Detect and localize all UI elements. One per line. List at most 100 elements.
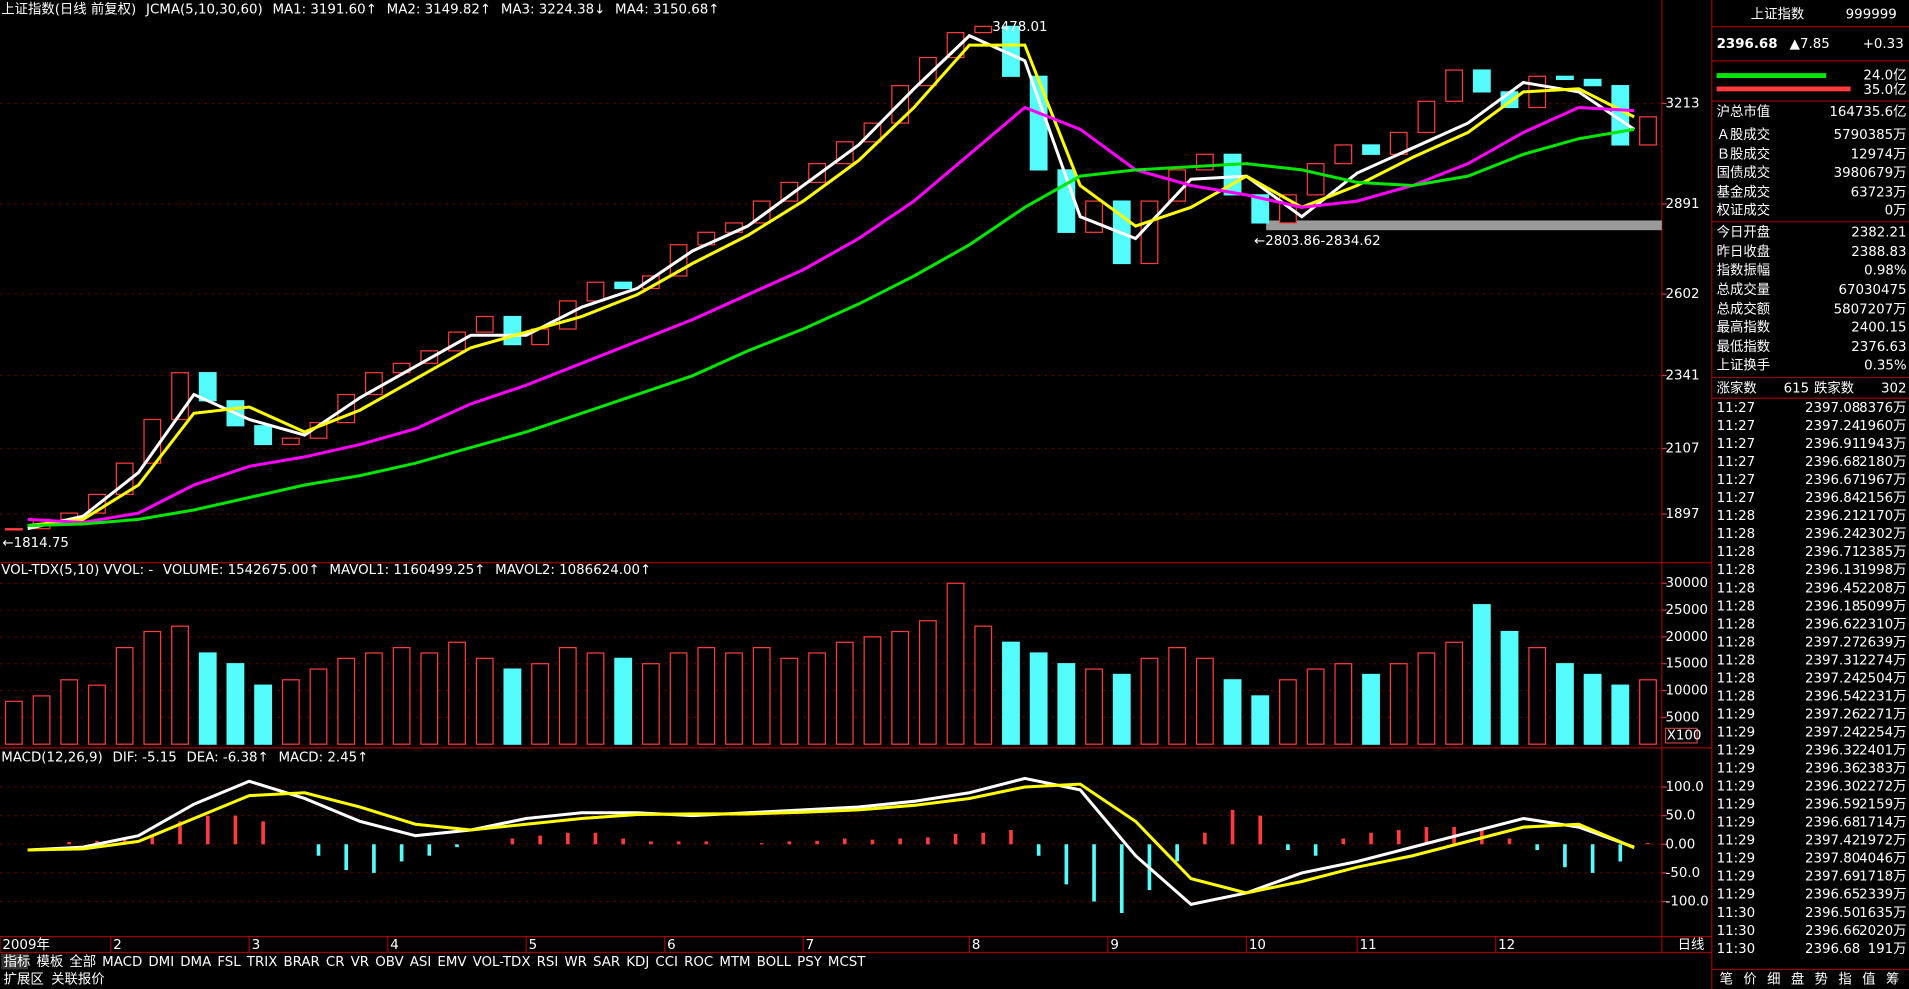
stat-label: 最低指数 bbox=[1717, 339, 1771, 355]
volume-bar bbox=[1611, 684, 1630, 745]
indicator-tab[interactable]: 全部 bbox=[69, 953, 96, 970]
x-tick-label: 12 bbox=[1498, 938, 1515, 953]
candle-body bbox=[1555, 75, 1574, 81]
indicator-tab[interactable]: 模板 bbox=[36, 954, 63, 970]
indicator-tab[interactable]: MACD bbox=[102, 955, 142, 970]
quote-code: 999999 bbox=[1846, 8, 1897, 23]
indicator-tab[interactable]: RSI bbox=[537, 955, 559, 970]
volume-bar bbox=[863, 636, 882, 745]
indicator-tab[interactable]: WR bbox=[564, 955, 587, 970]
volume-bar bbox=[1168, 647, 1187, 745]
stat-value: 0万 bbox=[1885, 204, 1907, 219]
volume-bar bbox=[614, 657, 633, 745]
volume-bar bbox=[1002, 641, 1020, 745]
indicator-tab[interactable]: BOLL bbox=[757, 955, 792, 970]
tick-volume: 2180万 bbox=[1859, 455, 1906, 470]
extra-tab[interactable]: 扩展区 bbox=[4, 971, 44, 987]
volume-bar bbox=[1500, 630, 1519, 745]
volume-bar bbox=[392, 647, 411, 745]
extra-tab[interactable]: 关联报价 bbox=[51, 971, 105, 987]
tick-volume: 4046万 bbox=[1859, 852, 1906, 867]
panel-tab[interactable]: 势 bbox=[1815, 971, 1828, 987]
indicator-tab[interactable]: ROC bbox=[684, 955, 713, 970]
tick-time: 11:27 bbox=[1717, 437, 1756, 452]
volume-bar bbox=[1279, 679, 1297, 745]
panel-tab[interactable]: 细 bbox=[1767, 971, 1780, 987]
indicator-tab[interactable]: VOL-TDX bbox=[473, 955, 531, 970]
indicator-tab[interactable]: OBV bbox=[375, 955, 404, 970]
indicator-tab[interactable]: CR bbox=[326, 955, 345, 970]
volume-bar bbox=[641, 663, 660, 745]
tick-time: 11:29 bbox=[1717, 707, 1756, 722]
indicator-tab[interactable]: CCI bbox=[655, 955, 678, 970]
candle-body bbox=[1445, 69, 1464, 102]
indicator-tab[interactable]: VR bbox=[351, 955, 369, 970]
candle-body bbox=[1639, 116, 1657, 146]
tick-time: 11:28 bbox=[1717, 671, 1756, 686]
tick-price: 2396.67 bbox=[1805, 473, 1860, 488]
panel-tab[interactable]: 盘 bbox=[1791, 970, 1804, 987]
x-tick-label: 10 bbox=[1249, 938, 1266, 953]
indicator-tab[interactable]: PSY bbox=[797, 955, 823, 970]
y-tick-label: 0.00 bbox=[1666, 837, 1696, 852]
indicator-tab[interactable]: MTM bbox=[719, 955, 750, 970]
tick-volume: 2310万 bbox=[1859, 617, 1906, 632]
indicator-tab[interactable]: KDJ bbox=[626, 955, 649, 970]
volume-bar bbox=[475, 657, 494, 745]
stat-label: 今日开盘 bbox=[1717, 224, 1771, 241]
bar-label: 35.0亿 bbox=[1863, 82, 1906, 98]
quote-change-pct: +0.33 bbox=[1863, 37, 1904, 52]
volume-bar bbox=[1389, 663, 1408, 745]
indicator-tab[interactable]: MCST bbox=[828, 955, 866, 970]
volume-bar bbox=[1555, 663, 1574, 745]
volume-bar bbox=[1528, 647, 1547, 745]
tick-price: 2396.24 bbox=[1805, 527, 1860, 542]
candle-body bbox=[1251, 194, 1270, 224]
panel-tab[interactable]: 笔 bbox=[1720, 971, 1733, 987]
volume-bar bbox=[143, 630, 162, 745]
volume-bar bbox=[558, 647, 577, 745]
volume-bar bbox=[198, 652, 217, 745]
indicator-tab[interactable]: 指标 bbox=[4, 954, 31, 970]
tick-price: 2396.84 bbox=[1805, 491, 1860, 506]
tick-volume: 1960万 bbox=[1859, 419, 1906, 434]
ma-line bbox=[27, 105, 1635, 524]
panel-tab[interactable]: 值 bbox=[1862, 971, 1875, 987]
volume-bar bbox=[115, 647, 134, 745]
tick-price: 2396.54 bbox=[1805, 689, 1860, 704]
ma-line bbox=[27, 33, 1636, 531]
indicator-tab[interactable]: FSL bbox=[217, 955, 241, 970]
tick-time: 11:27 bbox=[1717, 491, 1756, 506]
tick-time: 11:29 bbox=[1717, 834, 1756, 849]
period-label[interactable]: 日线 bbox=[1678, 937, 1705, 953]
volume-bar bbox=[891, 630, 910, 745]
panel-tab[interactable]: 筹 bbox=[1886, 970, 1899, 987]
active-tab bbox=[1, 953, 29, 970]
unit-label: X100 bbox=[1667, 729, 1702, 744]
tick-price: 2397.80 bbox=[1805, 852, 1860, 867]
indicator-tab[interactable]: TRIX bbox=[246, 955, 278, 970]
tick-time: 11:28 bbox=[1717, 653, 1756, 668]
indicator-tab[interactable]: SAR bbox=[593, 955, 620, 970]
volume-bar bbox=[1362, 673, 1380, 745]
indicator-tab[interactable]: DMI bbox=[148, 955, 174, 970]
tick-volume: 2274万 bbox=[1859, 653, 1906, 668]
indicator-tab[interactable]: ASI bbox=[410, 955, 432, 970]
indicator-tab[interactable]: EMV bbox=[437, 955, 467, 970]
volume-bar bbox=[364, 652, 383, 745]
y-tick-label: 2107 bbox=[1666, 442, 1700, 457]
stat-label: 权证成交 bbox=[1717, 202, 1771, 219]
panel-tab[interactable]: 价 bbox=[1743, 972, 1756, 987]
tick-volume: 1967万 bbox=[1859, 473, 1906, 488]
candle-body bbox=[1417, 100, 1436, 134]
indicator-tab[interactable]: BRAR bbox=[283, 955, 319, 970]
tick-price: 2397.08 bbox=[1805, 401, 1860, 416]
tick-volume: 2339万 bbox=[1859, 888, 1906, 903]
indicator-tab[interactable]: DMA bbox=[180, 955, 212, 970]
volume-bar bbox=[88, 684, 106, 745]
tick-price: 2396.65 bbox=[1805, 888, 1860, 903]
tick-time: 11:28 bbox=[1717, 635, 1756, 650]
tick-time: 11:29 bbox=[1717, 780, 1756, 795]
x-tick-label: 7 bbox=[806, 938, 815, 953]
panel-tab[interactable]: 指 bbox=[1838, 971, 1851, 987]
